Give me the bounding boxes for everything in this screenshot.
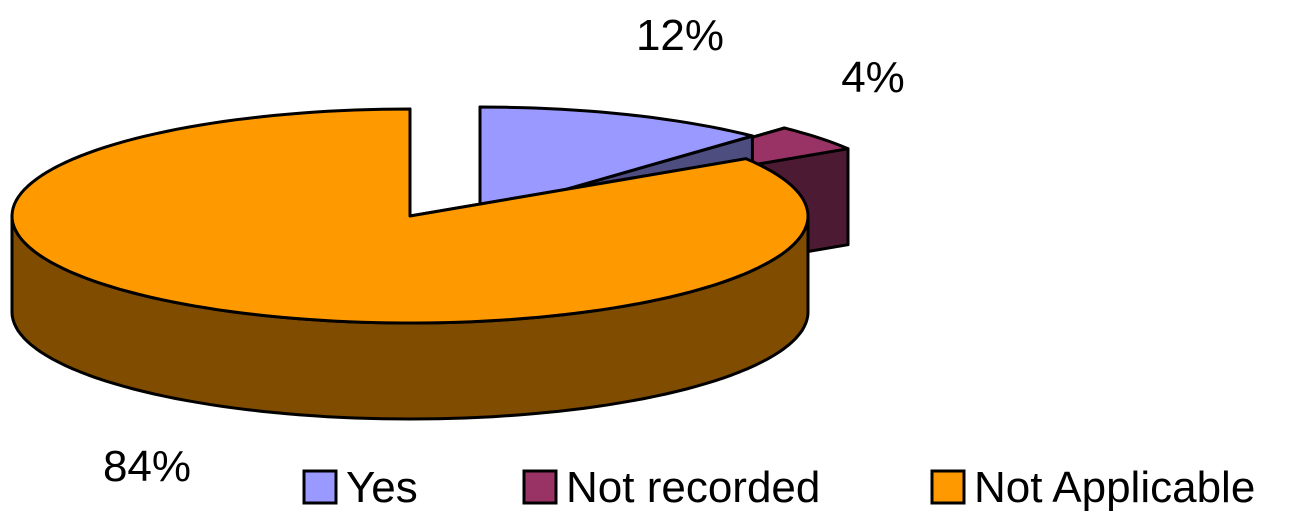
slice-not-applicable — [10, 107, 810, 421]
legend-swatch-not-applicable — [930, 469, 966, 505]
legend: Yes Not recorded Not Applicable — [302, 463, 1255, 512]
pie-slices — [10, 105, 850, 421]
data-label-not-applicable: 84% — [103, 442, 191, 491]
data-label-yes: 12% — [636, 11, 724, 60]
legend-label-not-recorded: Not recorded — [566, 463, 820, 512]
slice-not-applicable-top — [10, 107, 810, 325]
legend-label-not-applicable: Not Applicable — [974, 463, 1255, 512]
legend-swatch-not-recorded — [522, 469, 558, 505]
slice-yes-top — [478, 105, 754, 216]
data-label-not-recorded: 4% — [841, 53, 905, 102]
legend-label-yes: Yes — [346, 463, 418, 512]
legend-swatch-yes — [302, 469, 338, 505]
